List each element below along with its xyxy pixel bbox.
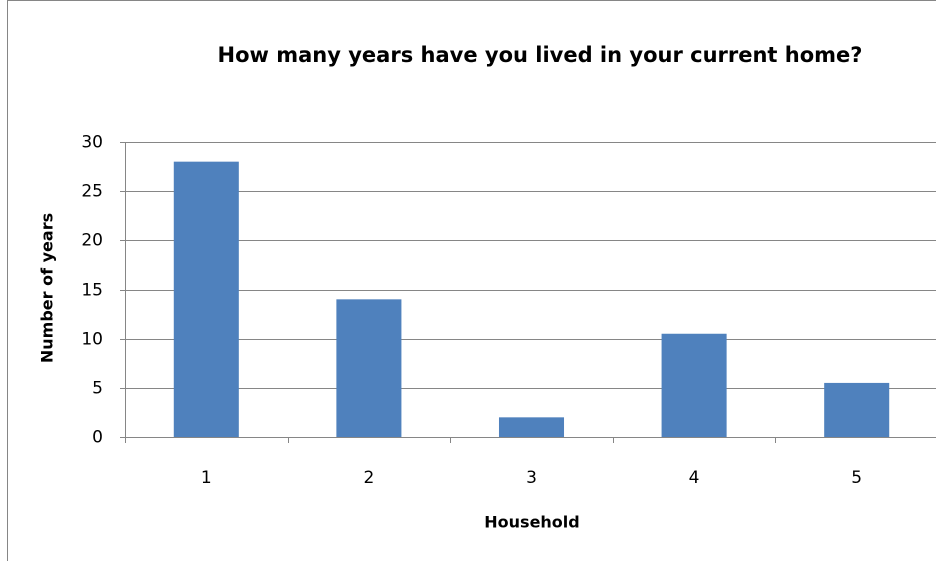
y-tick-label: 15 xyxy=(81,281,103,301)
chart-border xyxy=(7,0,936,561)
y-axis-label: Number of years xyxy=(38,213,57,363)
x-tick-label: 2 xyxy=(363,468,374,488)
y-tick-label: 0 xyxy=(92,428,103,448)
x-tick-label: 1 xyxy=(201,468,212,488)
x-tick-label: 4 xyxy=(689,468,700,488)
y-tick-label: 10 xyxy=(81,330,103,350)
bar xyxy=(336,299,402,437)
y-tick-label: 5 xyxy=(92,379,103,399)
y-tick-label: 20 xyxy=(81,231,103,251)
bar xyxy=(498,417,565,437)
x-axis-label: Household xyxy=(484,513,579,532)
bar xyxy=(661,333,727,437)
bar xyxy=(824,382,890,437)
chart-title: How many years have you lived in your cu… xyxy=(218,43,863,67)
bar xyxy=(173,161,239,437)
y-tick-label: 30 xyxy=(81,133,103,153)
x-tick-label: 5 xyxy=(851,468,862,488)
y-tick-label: 25 xyxy=(81,182,103,202)
x-tick-label: 3 xyxy=(526,468,537,488)
